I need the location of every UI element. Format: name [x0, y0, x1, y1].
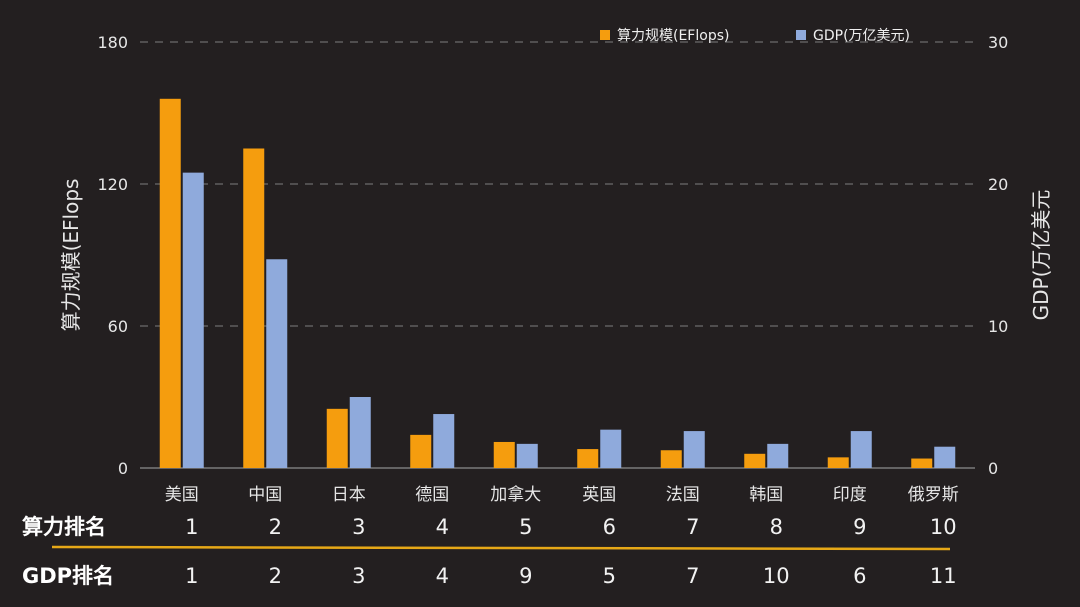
bar-gdp: [934, 446, 956, 468]
legend: 算力规模(EFlops) GDP(万亿美元): [600, 28, 910, 44]
gdp-rank-value: 11: [930, 564, 957, 588]
bar-gdp: [683, 431, 705, 468]
left-tick-label: 0: [118, 459, 128, 478]
bar-gdp: [850, 431, 872, 468]
gdp-rank-value: 7: [686, 564, 699, 588]
category-label: 加拿大: [490, 484, 541, 505]
gdp-rank-values: 1 2 3 4 9 5 7 10 6 11: [185, 564, 957, 588]
right-tick-label: 10: [988, 317, 1008, 336]
category-label: 中国: [248, 485, 282, 505]
gdp-rank-value: 2: [269, 564, 282, 588]
left-axis-title: 算力规模(EFlops: [59, 179, 83, 332]
gdp-rank-value: 6: [853, 564, 866, 588]
compute-rank-value: 9: [853, 515, 866, 539]
compute-rank-value: 3: [352, 515, 365, 539]
bar-compute: [660, 450, 682, 468]
category-label: 英国: [582, 485, 616, 505]
gridlines: [140, 41, 975, 469]
rank-divider: [51, 545, 951, 551]
bar-gdp: [266, 259, 288, 468]
compute-rank-value: 10: [930, 515, 957, 539]
right-tick-label: 30: [988, 33, 1008, 52]
bar-compute: [410, 434, 432, 468]
category-label: 美国: [165, 485, 199, 505]
gdp-rank-value: 4: [436, 564, 449, 588]
right-tick-label: 0: [988, 459, 998, 478]
bar-gdp: [182, 172, 204, 468]
gdp-rank-value: 5: [603, 564, 616, 588]
compute-rank-value: 1: [185, 515, 198, 539]
bar-compute: [577, 449, 599, 468]
bar-compute: [159, 98, 181, 469]
left-axis-ticks: 0 60 120 180: [97, 33, 128, 478]
gdp-rank-label: GDP排名: [22, 564, 114, 588]
right-axis-title: GDP(万亿美元: [1029, 190, 1053, 321]
right-tick-label: 20: [988, 175, 1008, 194]
bar-compute: [243, 148, 265, 468]
bar-compute: [326, 408, 348, 468]
compute-rank-value: 4: [436, 515, 449, 539]
left-tick-label: 60: [108, 317, 128, 336]
bar-compute: [493, 441, 515, 468]
legend-label-compute: 算力规模(EFlops): [617, 28, 729, 44]
bar-gdp: [767, 443, 789, 468]
bar-gdp: [600, 429, 622, 468]
left-tick-label: 120: [97, 175, 128, 194]
category-label: 德国: [415, 485, 449, 505]
bar-compute: [911, 458, 933, 468]
category-label: 俄罗斯: [908, 485, 959, 505]
category-label: 印度: [833, 485, 867, 505]
bar-compute: [744, 453, 766, 468]
bars: [159, 98, 956, 469]
gdp-rank-value: 3: [352, 564, 365, 588]
compute-rank-label: 算力排名: [22, 515, 106, 539]
gdp-rank-value: 1: [185, 564, 198, 588]
legend-swatch-compute: [600, 30, 610, 40]
compute-rank-value: 6: [603, 515, 616, 539]
compute-rank-value: 8: [770, 515, 783, 539]
bar-compute: [827, 457, 849, 468]
category-labels: 美国 中国 日本 德国 加拿大 英国 法国 韩国 印度 俄罗斯: [165, 484, 959, 505]
bar-gdp: [516, 443, 538, 468]
legend-label-gdp: GDP(万亿美元): [813, 28, 910, 44]
right-axis-ticks: 0 10 20 30: [988, 33, 1008, 478]
bar-gdp: [349, 397, 371, 468]
rank-table: 算力排名 1 2 3 4 5 6 7 8 9 10 GDP排名 1 2 3 4 9 5 7 10 6 11: [22, 515, 957, 588]
legend-swatch-gdp: [796, 30, 806, 40]
compute-rank-value: 7: [686, 515, 699, 539]
gdp-rank-value: 10: [763, 564, 790, 588]
category-label: 日本: [332, 485, 366, 505]
bar-gdp: [433, 414, 455, 468]
compute-rank-value: 2: [269, 515, 282, 539]
left-tick-label: 180: [97, 33, 128, 52]
category-label: 法国: [666, 485, 700, 505]
gdp-rank-value: 9: [519, 564, 532, 588]
compute-rank-value: 5: [519, 515, 532, 539]
compute-rank-values: 1 2 3 4 5 6 7 8 9 10: [185, 515, 957, 539]
category-label: 韩国: [749, 485, 783, 505]
